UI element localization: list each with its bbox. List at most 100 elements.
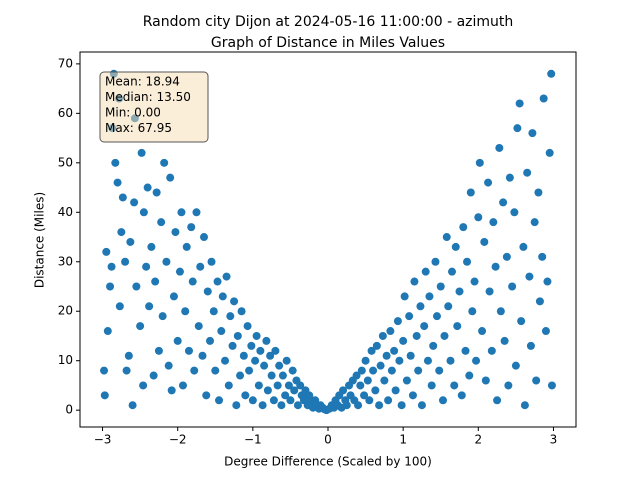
point: [357, 366, 366, 375]
point: [372, 341, 381, 350]
point: [167, 386, 176, 395]
point: [190, 366, 199, 375]
point: [115, 302, 124, 311]
point: [387, 366, 396, 375]
point: [440, 331, 449, 340]
point: [517, 317, 526, 326]
point: [239, 351, 248, 360]
point: [513, 124, 522, 133]
point: [481, 376, 490, 385]
x-tick-label: −1: [244, 433, 262, 447]
point: [386, 327, 395, 336]
point: [500, 336, 509, 345]
point: [487, 346, 496, 355]
point: [286, 396, 295, 405]
point: [169, 292, 178, 301]
y-tick-label: 70: [58, 56, 73, 70]
point: [493, 396, 502, 405]
point: [547, 381, 556, 390]
point: [175, 267, 184, 276]
y-tick-label: 20: [58, 304, 73, 318]
point: [339, 386, 348, 395]
point: [278, 371, 287, 380]
point: [184, 346, 193, 355]
point: [157, 218, 166, 227]
point: [207, 257, 216, 266]
point: [277, 401, 286, 410]
point: [371, 386, 380, 395]
point: [453, 322, 462, 331]
point: [436, 282, 445, 291]
point: [465, 371, 474, 380]
point: [511, 361, 520, 370]
stats-line: Median: 13.50: [105, 90, 191, 104]
point: [224, 381, 233, 390]
point: [136, 322, 145, 331]
point: [202, 391, 211, 400]
point: [217, 327, 226, 336]
point: [420, 322, 429, 331]
point: [113, 178, 122, 187]
point: [375, 401, 384, 410]
point: [530, 218, 539, 227]
point: [508, 282, 517, 291]
point: [417, 401, 426, 410]
point: [421, 267, 430, 276]
point: [177, 208, 186, 217]
point: [354, 401, 363, 410]
point: [181, 307, 190, 316]
point: [526, 341, 535, 350]
point: [107, 262, 116, 271]
point: [147, 242, 156, 251]
point: [137, 148, 146, 157]
point: [194, 322, 203, 331]
point: [538, 252, 547, 261]
point: [232, 401, 241, 410]
point: [393, 317, 402, 326]
point: [435, 366, 444, 375]
x-tick-label: −3: [94, 433, 112, 447]
stats-line: Min: 0.00: [105, 106, 161, 120]
point: [523, 168, 532, 177]
point: [218, 292, 227, 301]
point: [414, 366, 423, 375]
point: [143, 183, 152, 192]
point: [211, 366, 220, 375]
point: [480, 237, 489, 246]
point: [429, 341, 438, 350]
point: [356, 381, 365, 390]
x-tick-label: 2: [474, 433, 482, 447]
x-tick-label: 0: [324, 433, 332, 447]
point: [451, 242, 460, 251]
y-tick-label: 50: [58, 155, 73, 169]
point: [228, 341, 237, 350]
point: [380, 376, 389, 385]
point: [273, 381, 282, 390]
point: [390, 346, 399, 355]
point: [121, 257, 130, 266]
point: [504, 381, 513, 390]
point: [459, 223, 468, 232]
point: [495, 143, 504, 152]
point: [376, 361, 385, 370]
point: [363, 376, 372, 385]
point: [222, 272, 231, 281]
point: [266, 351, 275, 360]
point: [400, 292, 409, 301]
point: [258, 401, 267, 410]
point: [187, 223, 196, 232]
point: [158, 312, 167, 321]
x-tick-label: 1: [399, 433, 407, 447]
point: [128, 401, 137, 410]
point: [534, 188, 543, 197]
point: [432, 312, 441, 321]
point: [271, 346, 280, 355]
point: [395, 356, 404, 365]
point: [203, 287, 212, 296]
point: [472, 356, 481, 365]
point: [525, 272, 534, 281]
point: [450, 381, 459, 390]
x-tick-label: −2: [169, 433, 187, 447]
point: [206, 336, 215, 345]
